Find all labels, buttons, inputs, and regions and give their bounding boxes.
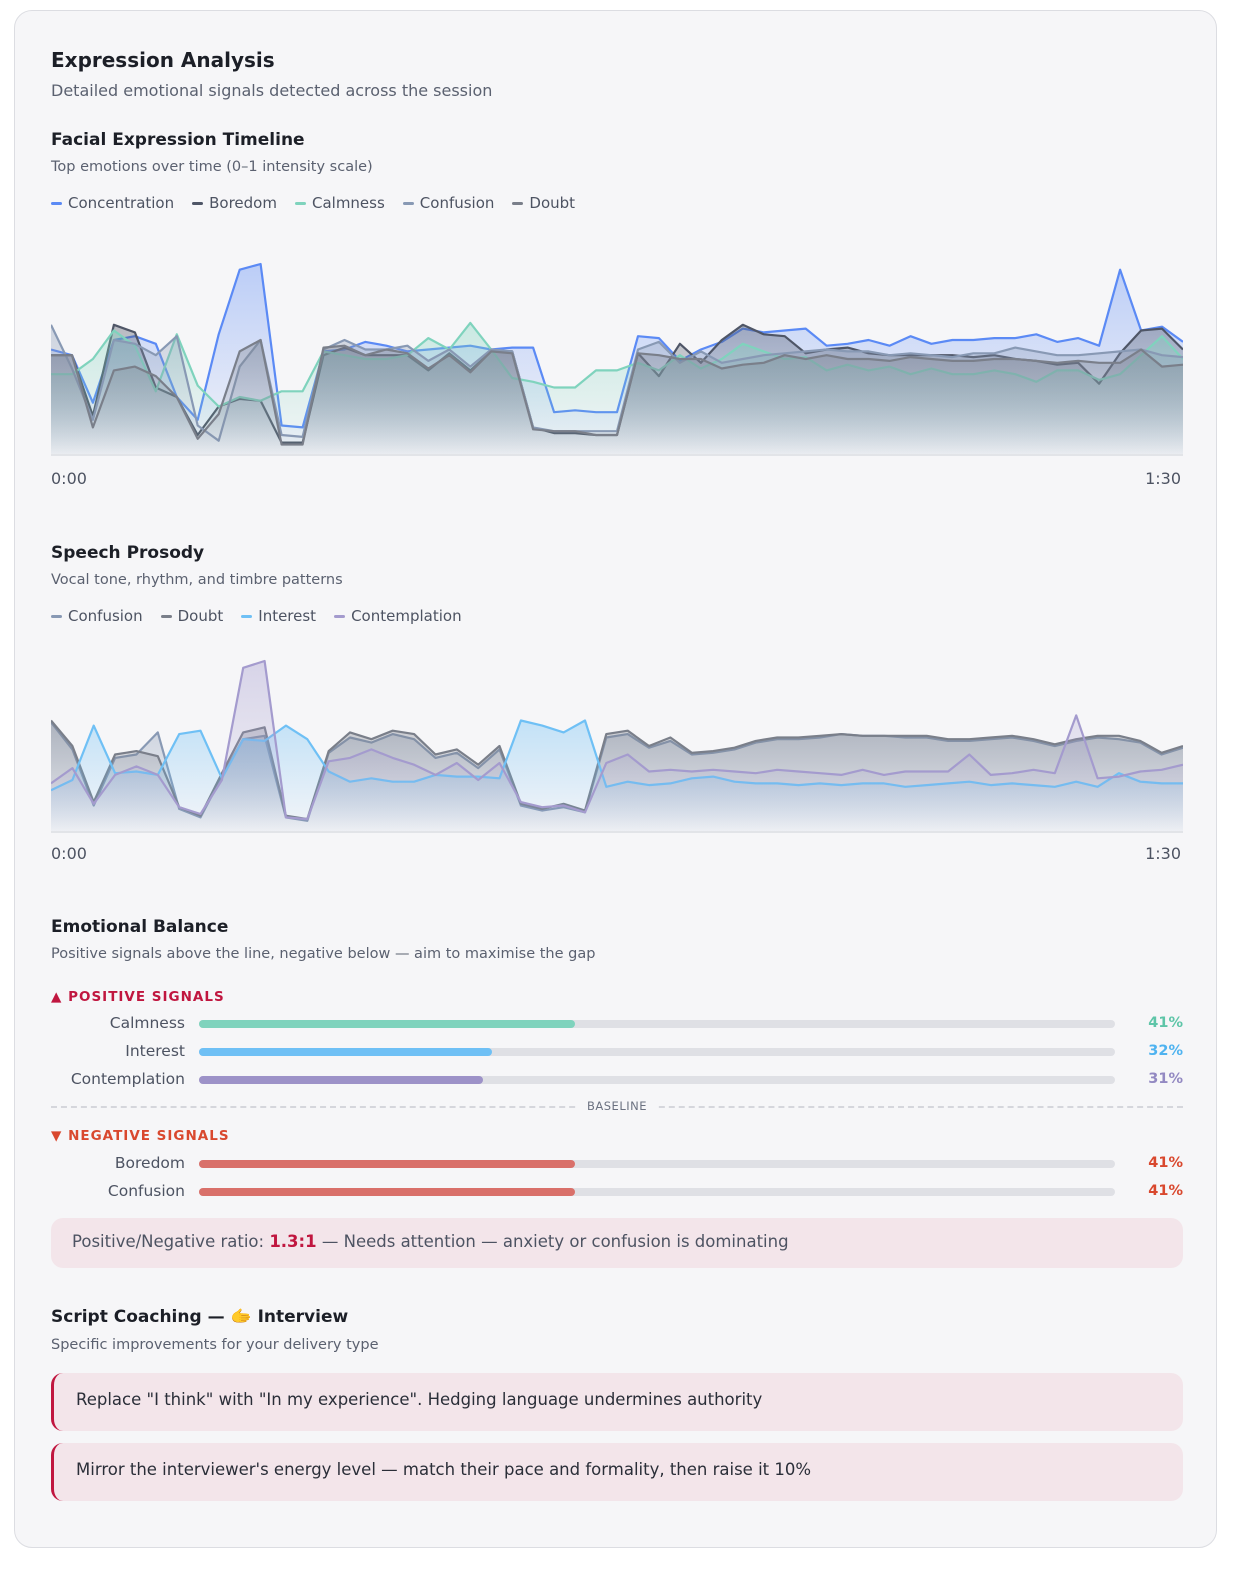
bar-fill [199,1160,575,1168]
legend-swatch [160,614,172,618]
series-area-doubt [51,340,1183,454]
positive-signals-heading: ▲ POSITIVE SIGNALS [51,989,225,1005]
legend-swatch [51,201,62,205]
facial-x-end: 1:30 [1145,469,1181,488]
ratio-prefix: Positive/Negative ratio: [72,1232,270,1251]
balance-subtitle: Positive signals above the line, negativ… [51,946,596,962]
series-line-contemplation [51,659,1183,821]
bar-row-contemplation: Contemplation 31% [51,1070,1183,1090]
legend-swatch [294,201,306,205]
legend-label: Confusion [68,607,143,625]
legend-label: Interest [258,607,317,625]
bar-percent: 41% [1148,1015,1183,1031]
page-subtitle: Detailed emotional signals detected acro… [51,81,493,100]
legend-label: Contemplation [351,607,462,625]
speech-prosody-chart [51,659,1183,833]
facial-expression-chart [51,262,1183,456]
bar-fill [199,1076,483,1084]
bar-track [199,1020,1115,1028]
bar-label: Calmness [109,1014,185,1032]
prosody-title: Speech Prosody [51,543,205,563]
coaching-tip: Mirror the interviewer's energy level — … [51,1443,1183,1501]
legend-label: Doubt [177,607,224,625]
series-line-doubt [51,338,1183,446]
negative-signals-heading: ▼ NEGATIVE SIGNALS [51,1128,230,1144]
bar-label: Interest [125,1042,185,1060]
page-title: Expression Analysis [51,48,275,72]
legend-item-calmness: Calmness [294,194,385,212]
bar-row-boredom: Boredom 41% [51,1154,1183,1174]
coaching-tip: Replace "I think" with "In my experience… [51,1373,1183,1431]
bar-label: Contemplation [70,1070,185,1088]
legend-swatch [334,614,346,618]
bar-percent: 32% [1148,1043,1183,1059]
legend-item-interest: Interest [241,607,316,625]
bar-percent: 41% [1148,1155,1183,1171]
balance-title: Emotional Balance [51,917,229,937]
prosody-subtitle: Vocal tone, rhythm, and timbre patterns [51,572,343,588]
bar-track [199,1160,1115,1168]
legend-item-confusion: Confusion [402,194,495,212]
bar-row-calmness: Calmness 41% [51,1014,1183,1034]
prosody-x-start: 0:00 [51,844,87,863]
bar-label: Boredom [114,1154,185,1172]
series-area-contemplation [51,661,1183,831]
legend-item-doubt: Doubt [512,194,575,212]
legend-label: Doubt [529,194,576,212]
bar-track [199,1076,1115,1084]
facial-timeline-subtitle: Top emotions over time (0–1 intensity sc… [51,159,373,175]
legend-item-contemplation: Contemplation [334,607,462,625]
legend-label: Boredom [209,194,277,212]
bar-percent: 41% [1148,1183,1183,1199]
baseline-divider: BASELINE [51,1099,1183,1113]
bar-percent: 31% [1148,1071,1183,1087]
ratio-verdict: — Needs attention — anxiety or confusion… [316,1232,789,1251]
legend-label: Concentration [68,194,175,212]
facial-timeline-title: Facial Expression Timeline [51,130,305,150]
coaching-subtitle: Specific improvements for your delivery … [51,1337,379,1353]
legend-item-boredom: Boredom [192,194,277,212]
prosody-legend: Confusion Doubt Interest Contemplation [51,607,462,625]
facial-legend: Concentration Boredom Calmness Confusion… [51,194,575,212]
bar-track [199,1188,1115,1196]
legend-item-confusion: Confusion [51,607,143,625]
facial-x-start: 0:00 [51,469,87,488]
legend-item-doubt: Doubt [160,607,224,625]
legend-swatch [402,201,414,205]
coaching-title: Script Coaching — 🫱 Interview [51,1307,349,1327]
bar-fill [199,1048,493,1056]
bar-fill [199,1188,575,1196]
bar-label: Confusion [107,1182,185,1200]
legend-item-concentration: Concentration [51,194,174,212]
bar-fill [199,1020,575,1028]
bar-track [199,1048,1115,1056]
legend-swatch [192,201,204,205]
prosody-x-end: 1:30 [1145,844,1181,863]
legend-swatch [512,201,524,205]
legend-swatch [51,614,62,618]
legend-label: Calmness [311,194,385,212]
baseline-label: BASELINE [577,1099,657,1113]
bar-row-confusion: Confusion 41% [51,1182,1183,1202]
expression-analysis-card: Expression Analysis Detailed emotional s… [14,10,1217,1548]
legend-label: Confusion [419,194,495,212]
ratio-value: 1.3:1 [269,1232,317,1251]
bar-row-interest: Interest 32% [51,1042,1183,1062]
ratio-callout: Positive/Negative ratio: 1.3:1 — Needs a… [51,1218,1183,1268]
legend-swatch [241,614,253,618]
